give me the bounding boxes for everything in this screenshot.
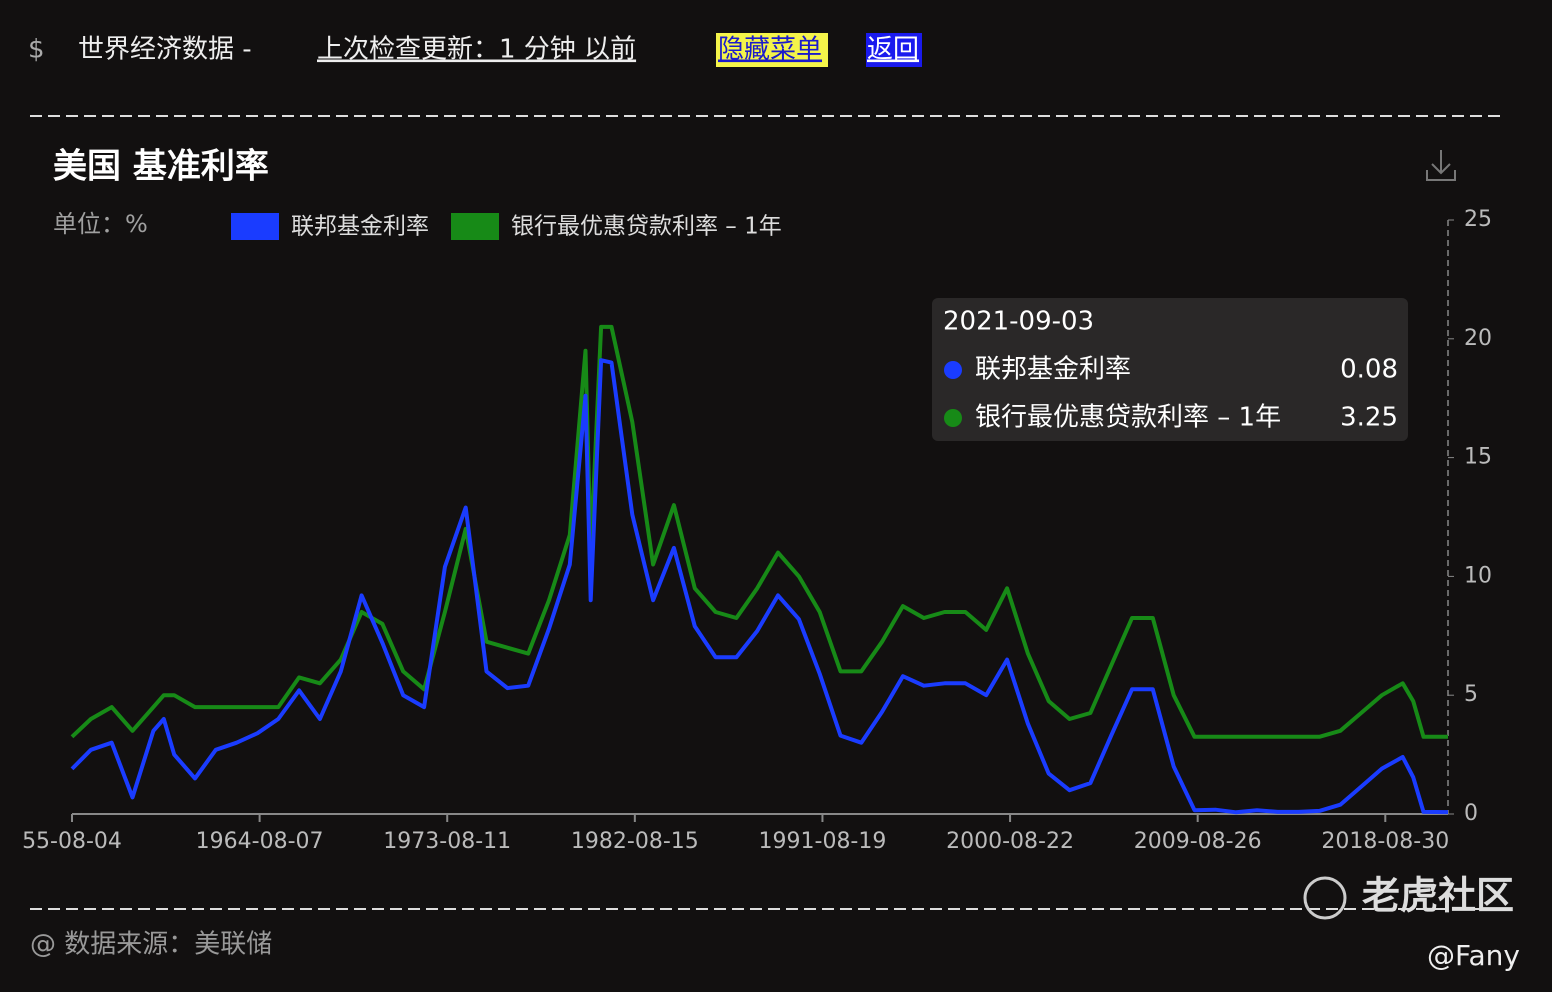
x-tick-label: 1982-08-15 [571, 829, 699, 854]
back-link[interactable]: 返回 [867, 35, 919, 65]
y-tick-label: 25 [1464, 207, 1492, 232]
legend-label: 联邦基金利率 [291, 214, 429, 240]
chart-title: 美国 基准利率 [53, 147, 269, 187]
download-icon[interactable] [1426, 150, 1456, 181]
tooltip: 2021-09-03 联邦基金利率 0.08 银行最优惠贷款利率 – 1年 3.25 [932, 298, 1408, 441]
update-status[interactable]: 上次检查更新：1 分钟 以前 [317, 35, 636, 65]
source: @ 数据来源：美联储 [30, 930, 272, 960]
legend-swatch [231, 213, 279, 240]
plot: 0 5 10 15 20 25 55-08-04 1964-08-07 1973-08-11 19… [22, 207, 1492, 854]
x-tick-label: 2009-08-26 [1134, 829, 1262, 854]
legend-swatch [451, 213, 499, 240]
prompt-symbol: $ [28, 35, 45, 65]
watermark-logo [1303, 876, 1347, 920]
y-tick-label: 5 [1464, 682, 1478, 707]
tooltip-value: 3.25 [1340, 403, 1398, 433]
y-tick-label: 20 [1464, 326, 1492, 351]
x-tick-label: 2000-08-22 [946, 829, 1074, 854]
author: @Fany [1427, 939, 1520, 972]
y-tick-label: 10 [1464, 563, 1492, 588]
unit-label: 单位：% [53, 210, 148, 238]
back-bg [866, 33, 922, 67]
legend-label: 银行最优惠贷款利率 – 1年 [511, 214, 782, 240]
x-tick-label: 1991-08-19 [759, 829, 887, 854]
watermark: 老虎社区 [1362, 874, 1514, 918]
header-title: 世界经济数据 - [78, 35, 252, 65]
tooltip-name: 联邦基金利率 [975, 355, 1131, 385]
x-tick-label: 1964-08-07 [196, 829, 324, 854]
tooltip-name: 银行最优惠贷款利率 – 1年 [975, 403, 1281, 433]
x-tick-label: 55-08-04 [22, 829, 122, 854]
tooltip-value: 0.08 [1340, 355, 1398, 385]
hide-menu-link[interactable]: 隐藏菜单 [718, 35, 822, 65]
y-tick-label: 15 [1464, 445, 1492, 470]
series-line [70, 324, 1448, 739]
y-tick-label: 0 [1464, 801, 1478, 826]
tooltip-dot [944, 409, 962, 427]
hide-menu-bg [716, 33, 828, 67]
tooltip-date: 2021-09-03 [943, 307, 1094, 337]
x-tick-label: 1973-08-11 [383, 829, 511, 854]
series-line [70, 358, 1449, 815]
tooltip-bg [932, 298, 1408, 441]
x-tick-label: 2018-08-30 [1321, 829, 1449, 854]
tooltip-dot [944, 361, 962, 379]
